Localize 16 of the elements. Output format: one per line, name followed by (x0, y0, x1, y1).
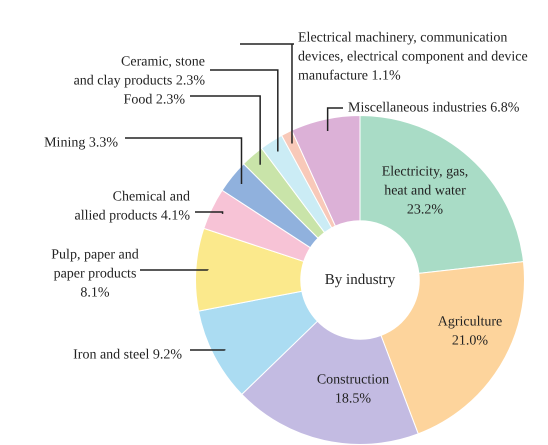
slice-label: Mining 3.3% (44, 136, 118, 151)
slice-label: Miscellaneous industries 6.8% (348, 100, 520, 116)
slice-label: Construction (316, 372, 390, 388)
slice-label: Food 2.3% (124, 92, 186, 108)
data-label: 8.1% (80, 286, 110, 301)
slice-label: Chemical and allied products 4.1% (74, 190, 190, 224)
slice-label: Iron and steel 9.2% (73, 348, 182, 363)
slice-label: Electrical machinery, communication devices, electrical component and device manufacture 1.1% (298, 30, 528, 84)
slice-label: Ceramic, stone and clay products 2.3% (74, 54, 206, 89)
data-label: 21.0% (452, 334, 488, 349)
data-label: 18.5% (334, 392, 372, 407)
slice-label: Electricity, gas, heat and water (382, 164, 468, 199)
slice-label: Pulp, paper and paper products (51, 248, 139, 282)
data-label: 23.2% (406, 202, 444, 218)
slice-label: Agriculture (438, 314, 502, 330)
text: By industry (324, 272, 396, 288)
